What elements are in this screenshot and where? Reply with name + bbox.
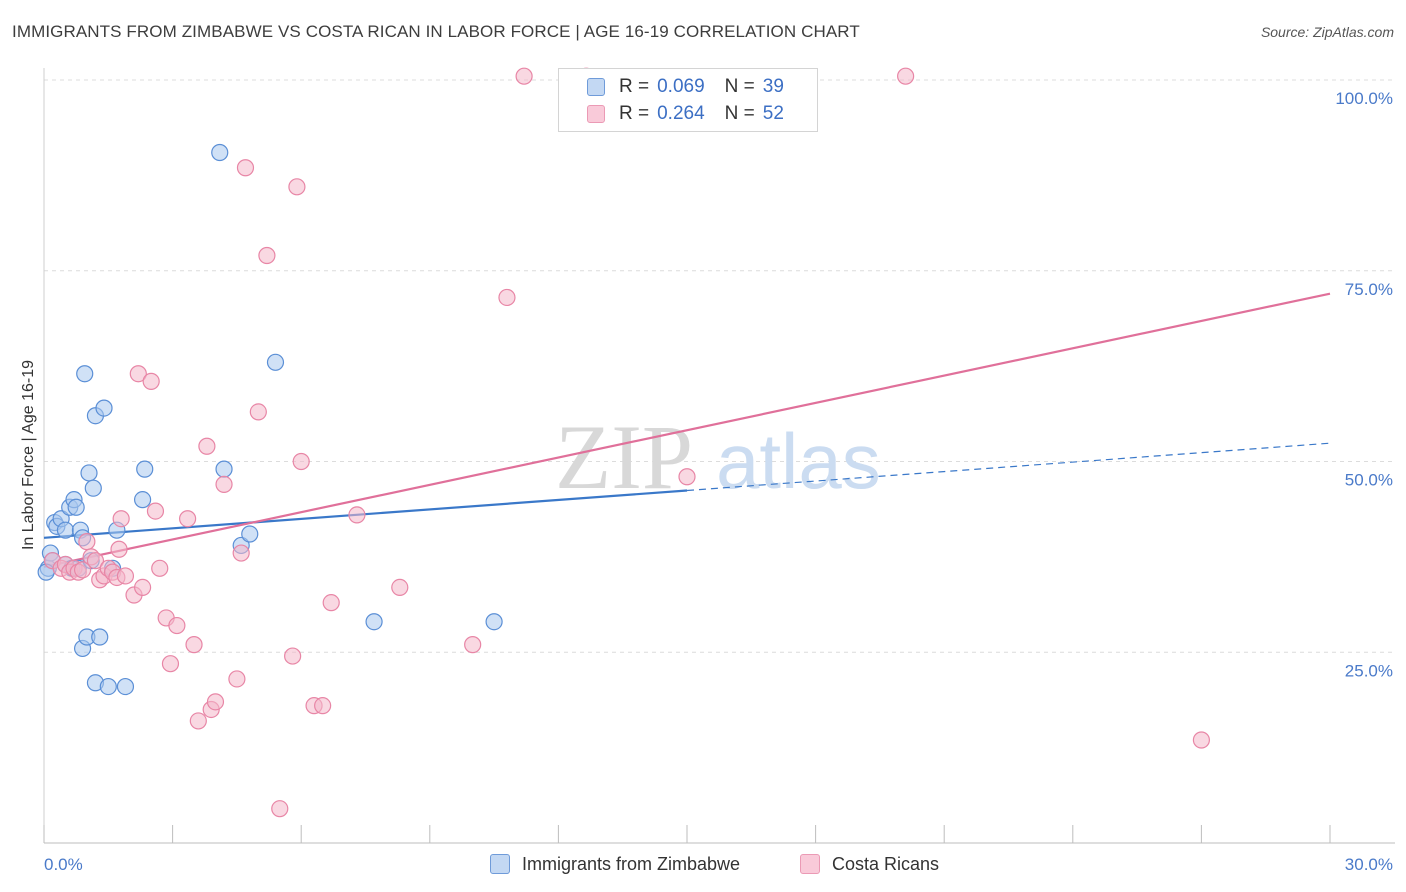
- x-tick-label: 0.0%: [44, 855, 83, 874]
- zimbabwe-point: [84, 479, 102, 497]
- bottom-legend-zimbabwe[interactable]: Immigrants from Zimbabwe: [490, 852, 740, 876]
- y-axis-label: In Labor Force | Age 16-19: [20, 360, 37, 550]
- zimbabwe-point: [241, 525, 259, 543]
- chart-title: IMMIGRANTS FROM ZIMBABWE VS COSTA RICAN …: [12, 22, 860, 41]
- costa-rican-point: [292, 452, 310, 471]
- costa-rican-point: [161, 655, 180, 673]
- source-label: Source: ZipAtlas.com: [1260, 24, 1394, 40]
- legend-r-value: 0.069: [657, 76, 705, 97]
- axes: [43, 68, 1395, 844]
- zimbabwe-point: [67, 498, 85, 516]
- zimbabwe-point: [266, 353, 285, 371]
- costa-rican-point: [110, 540, 128, 558]
- costa-rican-point: [198, 437, 216, 455]
- bottom-legend-costa-ricans[interactable]: Costa Ricans: [800, 852, 939, 876]
- costa-rican-point: [897, 67, 915, 85]
- tick-labels: 25.0% 50.0% 75.0% 100.0% 0.0% 30.0%: [44, 89, 1393, 874]
- watermark-atlas: atlas: [716, 417, 881, 505]
- costa-rican-point: [236, 159, 255, 177]
- legend-r-label: R =: [619, 103, 650, 124]
- y-tick-label: 50.0%: [1345, 471, 1393, 490]
- zimbabwe-point: [91, 628, 109, 646]
- zimbabwe-trend-line: [43, 489, 688, 539]
- trend-lines: [43, 292, 1331, 568]
- costa-rican-point: [146, 502, 165, 520]
- costa-rican-point: [215, 475, 233, 493]
- costa-rican-point: [189, 712, 207, 730]
- zimbabwe-point: [211, 143, 229, 162]
- watermark: ZIP atlas: [555, 406, 881, 508]
- zimbabwe-point: [95, 399, 113, 417]
- y-tick-label: 75.0%: [1345, 280, 1393, 299]
- costa-rican-point: [515, 67, 533, 85]
- costa-rican-point: [258, 246, 276, 265]
- zimbabwe-point: [215, 460, 233, 478]
- costa-rican-point: [129, 365, 147, 383]
- costa-rican-point: [232, 544, 250, 562]
- legend-swatch-pink: [587, 105, 605, 123]
- watermark-zip: ZIP: [555, 406, 693, 508]
- zimbabwe-point: [116, 677, 135, 696]
- costa-rican-point: [314, 697, 332, 715]
- costa-rican-point: [73, 561, 92, 579]
- y-tick-label: 25.0%: [1345, 661, 1393, 680]
- costa-rican-point: [249, 403, 267, 421]
- legend-r-value: 0.264: [657, 103, 705, 124]
- data-points: [37, 67, 1211, 818]
- legend-box: R = 0.069 N = 39 R = 0.264 N = 52: [558, 68, 818, 132]
- zimbabwe-point: [76, 365, 94, 383]
- costa-rican-point: [322, 594, 340, 612]
- bottom-legend-swatch-blue: [490, 854, 510, 874]
- zimbabwe-point: [485, 613, 503, 631]
- legend-n-value: 39: [762, 76, 784, 97]
- costa-rican-point: [116, 567, 135, 585]
- legend-row-costa-rican: R = 0.264 N = 52: [587, 102, 784, 126]
- legend-n-label: N =: [724, 76, 755, 97]
- costa-rican-point: [86, 552, 105, 570]
- costa-rican-point: [271, 800, 289, 818]
- zimbabwe-point: [56, 521, 75, 539]
- costa-rican-point: [78, 533, 96, 551]
- costa-rican-point: [179, 510, 197, 528]
- costa-rican-point: [391, 578, 409, 596]
- bottom-legend-swatch-pink: [800, 854, 820, 874]
- zimbabwe-point: [365, 613, 383, 631]
- costa-rican-point: [142, 372, 160, 390]
- costa-rican-point: [348, 506, 366, 524]
- costa-rican-point: [284, 647, 302, 665]
- zimbabwe-point: [99, 677, 117, 696]
- costa-rican-point: [168, 616, 186, 635]
- costa-rican-point: [464, 636, 482, 654]
- zimbabwe-point: [80, 464, 98, 482]
- legend-row-zimbabwe: R = 0.069 N = 39: [587, 75, 784, 99]
- costa-rican-point: [498, 288, 516, 307]
- costa-rican-point: [288, 178, 306, 196]
- bottom-legend-label: Costa Ricans: [832, 853, 940, 874]
- legend-n-value: 52: [762, 103, 784, 124]
- costa-rican-point: [1192, 731, 1211, 749]
- zimbabwe-point: [136, 460, 154, 478]
- costa-rican-point: [151, 559, 169, 577]
- costa-rican-point: [185, 636, 203, 654]
- legend-r-label: R =: [619, 76, 650, 97]
- costa-rican-point: [133, 578, 152, 596]
- legend-swatch-blue: [587, 78, 605, 96]
- legend-n-label: N =: [724, 103, 755, 124]
- zimbabwe-point: [133, 491, 152, 509]
- costa-rican-point: [228, 670, 246, 688]
- bottom-legend-label: Immigrants from Zimbabwe: [522, 853, 741, 874]
- costa-rican-point: [112, 510, 130, 528]
- costa-rican-point: [678, 468, 696, 486]
- y-tick-label: 100.0%: [1335, 89, 1393, 108]
- costa-rican-point: [206, 693, 225, 711]
- costa-rican-trend-line: [43, 292, 1331, 568]
- x-tick-label: 30.0%: [1345, 855, 1393, 874]
